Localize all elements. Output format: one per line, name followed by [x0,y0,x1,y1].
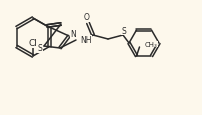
Text: S: S [121,26,126,35]
Text: NH: NH [80,36,91,45]
Text: Cl: Cl [28,39,37,48]
Text: CH₃: CH₃ [144,42,157,48]
Text: O: O [84,13,89,22]
Text: N: N [70,30,76,39]
Text: S: S [37,44,42,53]
